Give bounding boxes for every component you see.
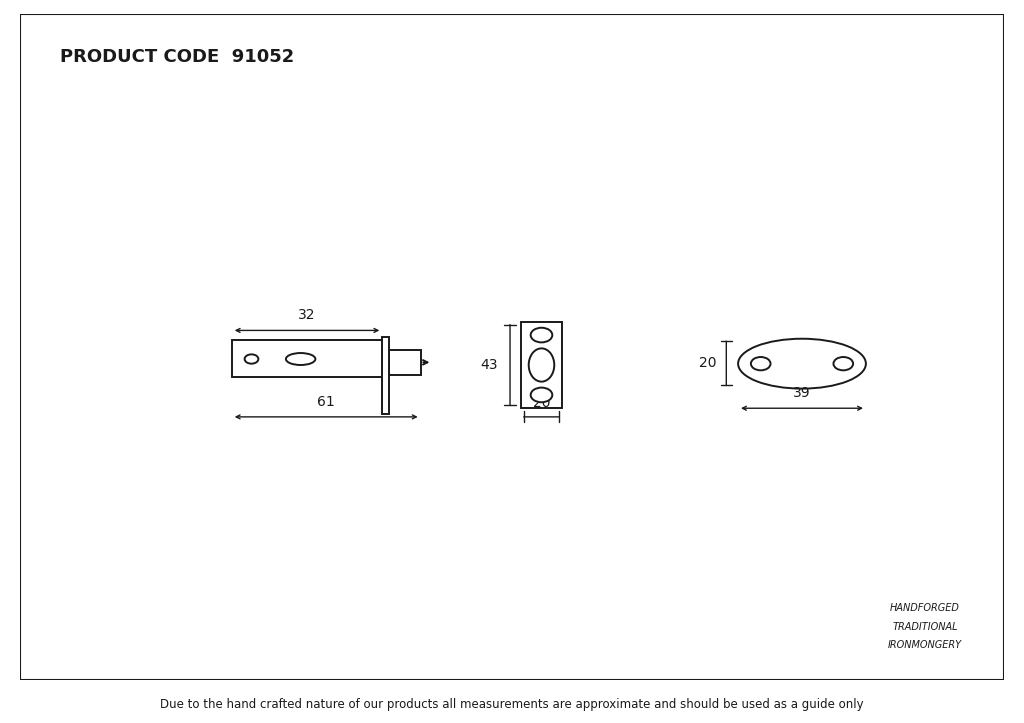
Bar xyxy=(389,350,421,375)
Text: 20: 20 xyxy=(699,356,717,370)
Text: TRADITIONAL: TRADITIONAL xyxy=(892,622,957,632)
Text: 20: 20 xyxy=(532,396,550,410)
Text: 39: 39 xyxy=(794,386,811,401)
Bar xyxy=(382,337,389,414)
Circle shape xyxy=(751,357,770,370)
Circle shape xyxy=(834,357,853,370)
Text: HANDFORGED: HANDFORGED xyxy=(890,603,959,613)
Bar xyxy=(521,322,562,408)
Text: Due to the hand crafted nature of our products all measurements are approximate : Due to the hand crafted nature of our pr… xyxy=(160,698,864,711)
Circle shape xyxy=(530,328,552,343)
Text: 61: 61 xyxy=(317,395,335,409)
Text: PRODUCT CODE  91052: PRODUCT CODE 91052 xyxy=(59,48,294,66)
Circle shape xyxy=(530,388,552,402)
Text: 43: 43 xyxy=(480,358,499,372)
Ellipse shape xyxy=(286,353,315,365)
Bar xyxy=(231,341,384,377)
Ellipse shape xyxy=(528,348,554,382)
Circle shape xyxy=(245,354,258,364)
Text: IRONMONGERY: IRONMONGERY xyxy=(888,641,962,651)
Text: 32: 32 xyxy=(298,309,315,322)
Ellipse shape xyxy=(738,338,866,389)
